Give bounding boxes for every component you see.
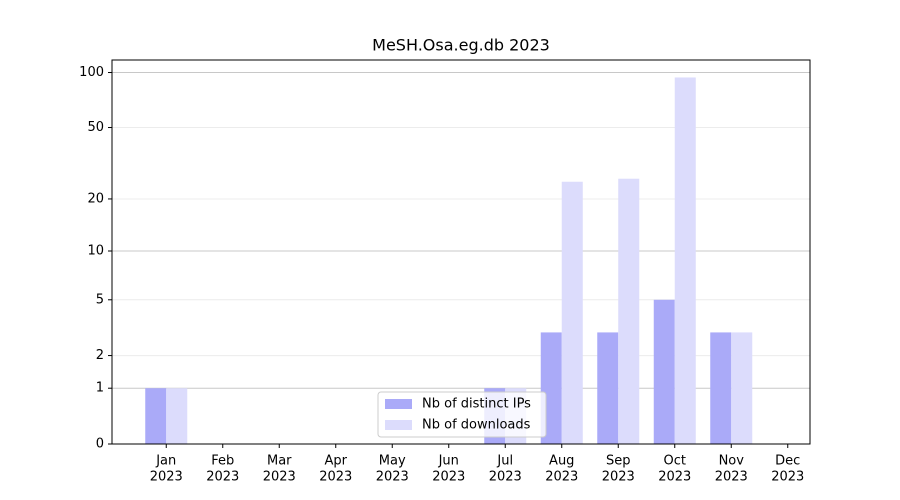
y-tick-label: 20 [87, 191, 104, 206]
x-tick-label: 2023 [602, 470, 635, 485]
x-tick-label: 2023 [206, 470, 239, 485]
x-tick-label: 2023 [658, 470, 691, 485]
legend-swatch [385, 399, 412, 409]
y-tick-label: 1 [96, 381, 104, 396]
x-tick-label: Nov [719, 454, 745, 469]
bar [145, 388, 167, 444]
bar [561, 181, 583, 445]
x-tick-label: Jun [438, 454, 459, 469]
bar [710, 332, 732, 444]
bar [674, 77, 696, 444]
x-tick-label: Jul [496, 454, 513, 469]
x-tick-label: 2023 [432, 470, 465, 485]
x-tick-label: May [379, 454, 406, 469]
x-tick-label: 2023 [319, 470, 352, 485]
legend-swatch [385, 420, 412, 430]
y-tick-label: 5 [96, 292, 104, 307]
y-tick-label: 10 [87, 243, 104, 258]
bar [618, 178, 640, 445]
x-tick-label: 2023 [545, 470, 578, 485]
x-tick-label: Apr [325, 454, 348, 469]
x-tick-label: Dec [775, 454, 800, 469]
bar [653, 299, 675, 444]
x-tick-label: 2023 [489, 470, 522, 485]
x-tick-label: 2023 [150, 470, 183, 485]
bar [731, 332, 753, 444]
x-tick-label: 2023 [263, 470, 296, 485]
bar [597, 332, 619, 444]
legend-label: Nb of distinct IPs [422, 397, 531, 412]
x-tick-label: Aug [549, 454, 574, 469]
x-tick-label: Oct [664, 454, 686, 469]
y-tick-label: 100 [79, 65, 104, 80]
plot-frame [111, 59, 811, 445]
bar [166, 388, 188, 444]
x-tick-label: Feb [211, 454, 234, 469]
x-tick-label: 2023 [376, 470, 409, 485]
x-tick-label: 2023 [771, 470, 804, 485]
x-tick-label: 2023 [715, 470, 748, 485]
y-tick-label: 50 [87, 120, 104, 135]
x-tick-label: Sep [606, 454, 631, 469]
x-tick-label: Jan [155, 454, 176, 469]
x-tick-label: Mar [267, 454, 292, 469]
y-tick-label: 0 [96, 437, 104, 452]
y-tick-label: 2 [96, 348, 104, 363]
legend-label: Nb of downloads [422, 418, 531, 433]
legend-box [377, 391, 547, 438]
chart-title: MeSH.Osa.eg.db 2023 [372, 36, 550, 55]
